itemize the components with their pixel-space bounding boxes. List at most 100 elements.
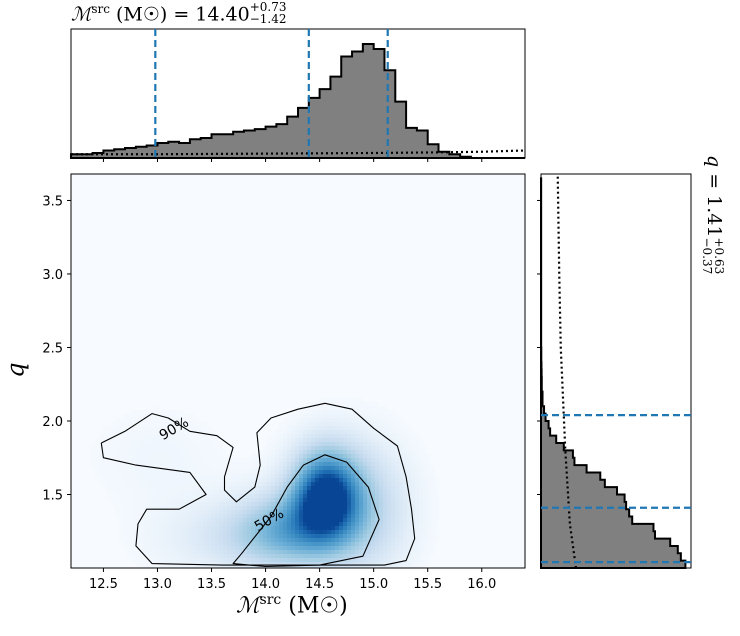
heatmap-cell [99,466,103,470]
heatmap-cell [211,494,215,498]
heatmap-cell [143,506,147,510]
heatmap-cell [119,518,123,522]
heatmap-cell [171,550,175,554]
heatmap-cell [143,538,147,542]
heatmap-cell [427,470,431,474]
heatmap-cell [127,438,131,442]
heatmap-cell [391,482,395,486]
heatmap-cell [211,446,215,450]
heatmap-cell [423,514,427,518]
heatmap-cell [207,442,211,446]
heatmap-cell [183,498,187,502]
heatmap-cell [303,518,307,522]
heatmap-cell [383,518,387,522]
heatmap-cell [319,450,323,454]
heatmap-cell [127,478,131,482]
heatmap-cell [307,514,311,518]
heatmap-cell [223,506,227,510]
heatmap-cell [359,534,363,538]
heatmap-cell [407,478,411,482]
heatmap-cell [255,506,259,510]
heatmap-cell [231,558,235,562]
heatmap-cell [227,478,231,482]
heatmap-cell [159,438,163,442]
heatmap-cell [219,470,223,474]
heatmap-cell [291,442,295,446]
heatmap-cell [275,518,279,522]
heatmap-cell [215,530,219,534]
mass-ratio-upper-error: +0.63 [712,237,726,275]
heatmap-cell [411,486,415,490]
heatmap-cell [431,466,435,470]
heatmap-cell [255,526,259,530]
heatmap-cell [175,530,179,534]
heatmap-cell [359,462,363,466]
heatmap-cell [111,502,115,506]
heatmap-cell [371,490,375,494]
heatmap-cell [379,506,383,510]
heatmap-cell [151,558,155,562]
heatmap-cell [427,546,431,550]
heatmap-cell [263,526,267,530]
heatmap-cell [251,562,255,566]
heatmap-cell [203,454,207,458]
heatmap-cell [395,530,399,534]
heatmap-cell [139,522,143,526]
heatmap-cell [427,542,431,546]
heatmap-cell [179,426,183,430]
heatmap-cell [115,458,119,462]
heatmap-cell [263,510,267,514]
heatmap-cell [371,506,375,510]
heatmap-cell [435,498,439,502]
heatmap-cell [315,518,319,522]
heatmap-cell [219,502,223,506]
heatmap-cell [163,470,167,474]
heatmap-cell [223,550,227,554]
heatmap-cell [123,422,127,426]
heatmap-cell [103,438,107,442]
heatmap-cell [211,502,215,506]
heatmap-cell [359,402,363,406]
heatmap-cell [279,542,283,546]
heatmap-cell [291,506,295,510]
heatmap-cell [367,554,371,558]
heatmap-cell [259,542,263,546]
heatmap-cell [359,530,363,534]
heatmap-cell [283,498,287,502]
heatmap-cell [343,550,347,554]
heatmap-cell [103,474,107,478]
heatmap-cell [163,482,167,486]
y-tick-label-0: 1.5 [42,488,63,503]
heatmap-cell [299,538,303,542]
heatmap-cell [267,458,271,462]
heatmap-cell [355,518,359,522]
heatmap-cell [215,458,219,462]
heatmap-cell [419,514,423,518]
heatmap-cell [427,510,431,514]
heatmap-cell [135,542,139,546]
heatmap-cell [239,470,243,474]
heatmap-cell [403,562,407,566]
heatmap-cell [195,446,199,450]
heatmap-cell [187,534,191,538]
heatmap-cell [319,562,323,566]
heatmap-cell [171,490,175,494]
heatmap-cell [391,438,395,442]
chirp-mass-marginal-title: ℳsrc (M☉) = 14.40 +0.73 −1.42 [71,1,287,27]
heatmap-cell [395,550,399,554]
heatmap-cell [407,434,411,438]
heatmap-cell [391,494,395,498]
heatmap-cell [115,478,119,482]
heatmap-cell [423,494,427,498]
heatmap-cell [211,554,215,558]
heatmap-cell [307,494,311,498]
heatmap-cell [323,406,327,410]
heatmap-cell [151,502,155,506]
heatmap-cell [355,526,359,530]
heatmap-cell [423,454,427,458]
heatmap-cell [259,506,263,510]
heatmap-cell [155,546,159,550]
heatmap-cell [347,566,351,568]
heatmap-cell [359,454,363,458]
heatmap-cell [331,566,335,568]
